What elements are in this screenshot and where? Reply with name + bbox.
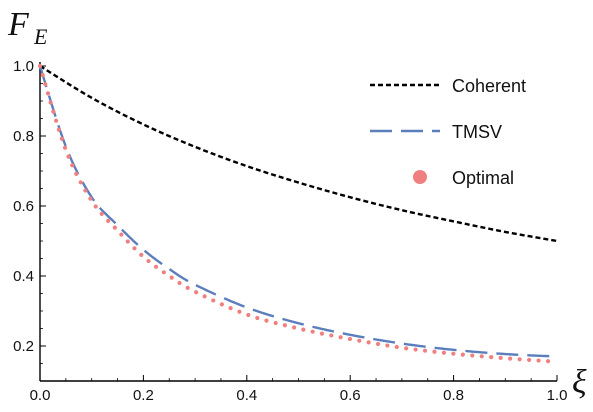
optimal-point [319,331,325,336]
legend-item-tmsv: TMSV [370,122,502,142]
optimal-point [48,100,53,105]
optimal-point [62,145,68,150]
optimal-point [517,357,522,362]
optimal-point [56,127,62,132]
optimal-point [366,340,371,345]
x-tick-label: 0.8 [443,387,464,404]
legend: Coherent TMSV Optimal [370,76,526,188]
x-tick-label: 0.4 [236,387,257,404]
optimal-point [470,353,475,358]
optimal-point [185,285,190,290]
series-optimal-dots [37,63,551,364]
optimal-point [301,327,306,332]
optimal-point [37,63,43,69]
optimal-point [460,352,465,357]
y-axis-label-subscript: E [33,24,48,49]
optimal-point [237,309,242,314]
optimal-point [99,211,104,217]
optimal-point [51,109,56,114]
optimal-point [70,163,75,168]
optimal-point [394,344,399,350]
x-axis-label: ξ [572,364,587,401]
legend-item-optimal: Optimal [413,168,514,188]
optimal-point [292,325,297,330]
y-tick-label: 0.8 [13,128,34,145]
optimal-point [193,290,199,295]
optimal-point [132,246,137,251]
optimal-point [228,306,233,311]
optimal-point [177,280,182,286]
optimal-point [219,302,224,307]
optimal-point [338,335,343,340]
optimal-point [125,239,130,244]
legend-item-coherent: Coherent [370,76,526,96]
optimal-point [282,323,287,328]
series-layer [37,63,558,364]
x-tick-label: 0.6 [340,387,361,404]
legend-label: Coherent [452,76,526,96]
optimal-point [404,346,409,351]
optimal-point [451,351,456,356]
y-axis-label: F [7,6,30,43]
legend-swatch-optimal [413,170,427,184]
optimal-point [413,347,418,352]
axes-layer: 0.0 0.2 0.4 0.6 0.8 1.0 0.2 0.4 0.6 0.8 1.0 [13,58,567,404]
optimal-point [88,196,93,201]
legend-label: TMSV [452,122,502,142]
optimal-point [273,320,278,326]
optimal-point [329,333,334,338]
optimal-point [479,354,484,359]
optimal-point [432,349,437,354]
optimal-point [489,355,494,360]
optimal-point [66,154,71,159]
optimal-point [264,318,269,323]
optimal-point [422,348,428,353]
y-tick-label: 0.4 [13,268,34,285]
optimal-point [161,270,166,275]
x-tick-label: 0.2 [133,387,154,404]
optimal-point [146,258,151,264]
optimal-point [375,341,381,347]
series-line-tmsv [38,65,558,358]
optimal-point [74,171,79,177]
optimal-point [527,357,532,363]
y-tick-label: 0.2 [13,338,34,355]
axis-titles: F E ξ [7,6,587,401]
optimal-point [385,343,390,348]
optimal-point [498,355,503,360]
y-tick-label: 0.6 [13,198,34,215]
optimal-point [45,91,51,96]
optimal-point [59,136,64,141]
optimal-point [246,312,251,318]
y-tick-label: 1.0 [13,58,34,75]
optimal-point [139,252,144,257]
x-tick-label: 0.0 [30,387,51,404]
optimal-point [536,358,541,363]
optimal-point [93,204,98,209]
optimal-point [545,359,551,364]
optimal-point [202,294,207,299]
optimal-point [255,315,260,321]
optimal-point [53,118,59,123]
optimal-point [43,82,48,87]
optimal-point [357,338,362,343]
optimal-point [211,298,216,303]
series-line-coherent [39,64,558,243]
legend-label: Optimal [452,168,514,188]
optimal-point [347,336,353,342]
optimal-point [78,180,83,185]
optimal-point [153,264,159,269]
optimal-point [441,350,447,355]
optimal-point [310,329,315,334]
optimal-point [508,356,513,361]
optimal-point [40,73,45,78]
x-tick-label: 1.0 [547,387,568,404]
optimal-point [83,188,88,193]
optimal-point [112,225,117,230]
optimal-point [106,218,111,223]
optimal-point [119,232,124,237]
optimal-point [169,275,174,280]
